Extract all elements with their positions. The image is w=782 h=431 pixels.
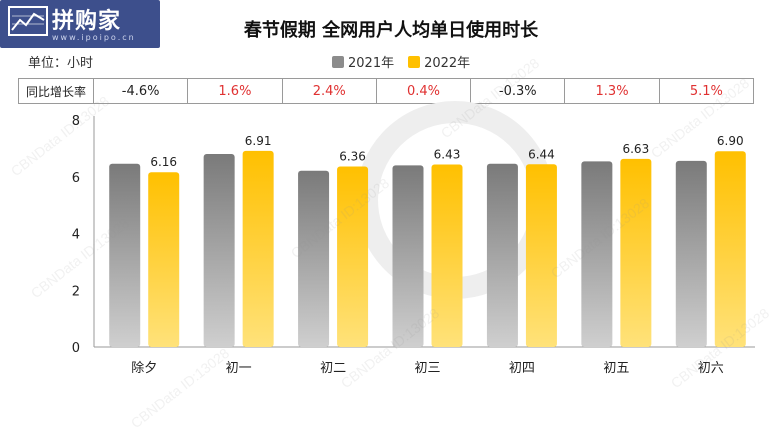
yoy-table: 同比增长率 -4.6% 1.6% 2.4% 0.4% -0.3% 1.3% 5.… — [18, 78, 755, 104]
yoy-cell: 2.4% — [281, 78, 377, 104]
axes: 0 2 4 6 8 除夕 初一 初二 初三 初四 初五 初六 — [72, 114, 755, 376]
bar-labels: 6.16 6.91 6.36 6.43 6.44 6.63 6.90 — [150, 134, 743, 169]
y-tick-label: 2 — [72, 284, 80, 299]
bar-2022 — [148, 172, 180, 347]
unit-label: 单位：小时 — [28, 56, 94, 71]
chart-title: 春节假期 全网用户人均单日使用时长 — [243, 20, 539, 41]
data-label: 6.44 — [528, 147, 555, 161]
x-tick-label: 初四 — [509, 361, 535, 376]
yoy-cell: -4.6% — [92, 78, 189, 104]
legend-item-2022: 2022年 — [408, 52, 470, 71]
bar-2021 — [203, 154, 235, 347]
yoy-cell: 1.6% — [187, 78, 283, 104]
brand-logo: 拼购家 www.ipoipo.cn — [0, 0, 160, 48]
data-label: 6.43 — [434, 148, 461, 162]
logo-url: www.ipoipo.cn — [52, 33, 136, 42]
bar-2022 — [620, 158, 652, 347]
yoy-cell: 0.4% — [375, 78, 472, 104]
legend-swatch-2021 — [332, 55, 344, 68]
yoy-row: 同比增长率 -4.6% 1.6% 2.4% 0.4% -0.3% 1.3% 5.… — [18, 78, 755, 104]
x-tick-label: 除夕 — [131, 361, 157, 376]
y-tick-label: 6 — [72, 171, 80, 186]
bar-2022 — [242, 150, 274, 347]
data-label: 6.16 — [150, 155, 177, 169]
x-tick-label: 初三 — [414, 361, 440, 376]
bar-2021 — [392, 165, 424, 347]
bar-chart: 0 2 4 6 8 除夕 初一 初二 初三 初四 初五 初六 6.16 6.91 6.36 6.43 6.44… — [72, 101, 755, 376]
bar-2022 — [431, 164, 463, 347]
chart-logo-icon — [8, 6, 48, 36]
bar-2022 — [337, 166, 369, 347]
logo-text: 拼购家 — [52, 9, 122, 34]
yoy-cell: 5.1% — [658, 78, 755, 104]
bar-2021 — [581, 161, 613, 347]
yoy-label: 同比增长率 — [18, 78, 94, 104]
bars — [109, 150, 746, 347]
x-tick-label: 初二 — [320, 361, 346, 376]
y-tick-label: 8 — [72, 114, 80, 129]
x-tick-label: 初一 — [226, 361, 252, 376]
bar-2022 — [714, 151, 746, 347]
data-label: 6.91 — [245, 134, 272, 148]
x-tick-label: 初六 — [698, 361, 724, 376]
y-tick-label: 4 — [72, 228, 80, 243]
bar-2021 — [486, 163, 518, 347]
x-tick-label: 初五 — [603, 361, 629, 376]
yoy-cell: 1.3% — [564, 78, 660, 104]
y-tick-label: 0 — [72, 341, 80, 356]
bar-2021 — [298, 170, 330, 347]
legend: 2021年 2022年 — [332, 52, 470, 71]
legend-swatch-2022 — [408, 55, 421, 68]
yoy-cell: -0.3% — [470, 78, 566, 104]
legend-item-2021: 2021年 — [332, 52, 394, 71]
data-label: 6.63 — [622, 142, 649, 156]
bar-2021 — [109, 163, 141, 347]
data-label: 6.36 — [339, 150, 366, 164]
legend-label-2022: 2022年 — [424, 56, 471, 71]
bar-2021 — [675, 160, 707, 347]
bar-2022 — [525, 164, 557, 347]
data-label: 6.90 — [717, 134, 744, 148]
legend-label-2021: 2021年 — [348, 56, 395, 71]
